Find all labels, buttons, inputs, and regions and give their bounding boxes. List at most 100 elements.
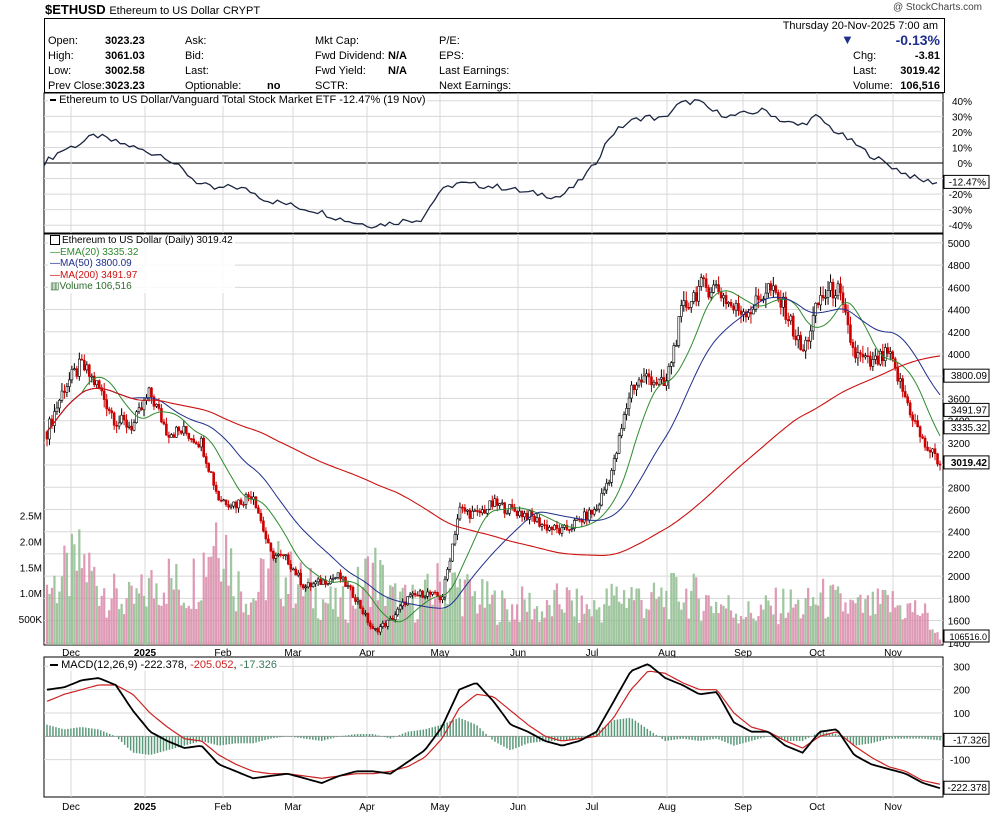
volume-bar: [90, 570, 93, 645]
volume-bar: [520, 586, 524, 645]
volume-bar: [650, 592, 653, 645]
volume-bar: [202, 552, 205, 645]
candle-body: [463, 507, 467, 512]
price-tick-label: 4400: [948, 306, 971, 317]
candle-body: [202, 437, 206, 457]
candle-body: [70, 369, 74, 381]
candle-body: [279, 553, 283, 556]
price-right-tag: [943, 402, 990, 417]
candle-body: [321, 579, 325, 585]
volume-bar: [899, 605, 902, 645]
candle-body: [112, 412, 116, 426]
candle-body: [346, 585, 350, 587]
volume-group: [45, 522, 942, 645]
rs-tick-label: 10%: [952, 143, 972, 154]
volume-bar: [122, 614, 126, 645]
candle-body: [871, 359, 875, 367]
candle-body: [814, 302, 817, 316]
price-tick-label: 5000: [948, 239, 971, 250]
sctr-label: SCTR:: [315, 80, 348, 92]
candle-body: [799, 335, 803, 351]
volume-bar: [906, 603, 909, 645]
volume-bar: [645, 608, 648, 645]
candle-body: [722, 295, 725, 299]
candle-body: [498, 503, 502, 506]
volume-bar: [142, 595, 146, 645]
volume-bar: [396, 619, 399, 645]
volume-bar: [560, 609, 564, 645]
volume-bar: [921, 613, 924, 645]
volume-bar: [836, 586, 840, 645]
volume-bar: [212, 545, 215, 645]
volume-bar: [346, 622, 350, 645]
candle-body: [936, 453, 939, 465]
candle-body: [568, 529, 571, 531]
candle-body: [585, 511, 589, 521]
candle-body: [689, 301, 693, 308]
candle-body: [729, 302, 733, 307]
volume-bar: [172, 589, 175, 645]
candle-body: [294, 568, 298, 576]
volume-bar: [165, 603, 168, 645]
candle-body: [254, 496, 258, 509]
volume-bar: [70, 533, 73, 645]
candle-body: [97, 380, 101, 389]
macd-signal-line: [46, 670, 941, 785]
candle-body: [314, 581, 317, 585]
volume-bar: [707, 595, 710, 645]
candle-body: [615, 452, 618, 459]
volume-bar: [603, 604, 606, 645]
price-xtick-label: Jun: [510, 648, 526, 659]
volume-bar: [632, 600, 636, 645]
volume-bar: [901, 619, 904, 645]
candle-body: [610, 470, 613, 483]
macd-xtick-label: Nov: [884, 802, 902, 813]
candle-body: [396, 608, 400, 616]
high-value: 3061.03: [105, 50, 145, 62]
candle-body: [73, 368, 76, 370]
candle-body: [931, 448, 934, 453]
macd-xtick-label: Jul: [586, 802, 599, 813]
volume-bar: [508, 621, 511, 645]
volume-bar: [336, 616, 340, 645]
candle-body: [257, 507, 260, 514]
fwd-yield-label: Fwd Yield:: [315, 65, 366, 77]
candle-body: [184, 425, 188, 434]
candle-body: [90, 375, 94, 378]
price-tick-label: 2400: [948, 528, 971, 539]
volume-bar: [585, 604, 588, 645]
candle-body: [801, 349, 805, 352]
candle-body: [893, 358, 897, 369]
date-line: Thursday 20-Nov-2025 7:00 am: [782, 20, 938, 32]
macd-line: [46, 663, 941, 790]
volume-bar: [722, 605, 725, 645]
volume-bar: [145, 606, 148, 645]
volume-bar: [115, 588, 118, 645]
volume-bar: [764, 595, 768, 645]
candle-body: [647, 373, 651, 378]
candle-body: [262, 520, 265, 532]
candle-body: [135, 411, 138, 424]
candle-body: [938, 463, 942, 466]
candle-body: [87, 364, 91, 377]
candle-body: [888, 351, 892, 354]
volume-bar: [78, 529, 81, 645]
volume-bar: [399, 591, 402, 645]
candle-body: [923, 437, 927, 448]
volume-bar: [381, 564, 384, 645]
candle-body: [928, 450, 932, 453]
candle-body: [816, 302, 820, 306]
candle-body: [252, 496, 255, 500]
volume-bar: [274, 552, 277, 645]
candle-body: [431, 591, 434, 595]
candle-body: [879, 351, 882, 365]
volume-bar: [558, 604, 561, 645]
candle-body: [167, 434, 171, 438]
candle-body: [53, 411, 56, 426]
volume-bar: [307, 578, 310, 645]
price-tick-label: 1400: [948, 639, 971, 650]
volume-bar: [705, 595, 708, 645]
volume-bar: [438, 581, 442, 645]
volume-bar: [613, 595, 616, 645]
candle-body: [426, 591, 429, 597]
